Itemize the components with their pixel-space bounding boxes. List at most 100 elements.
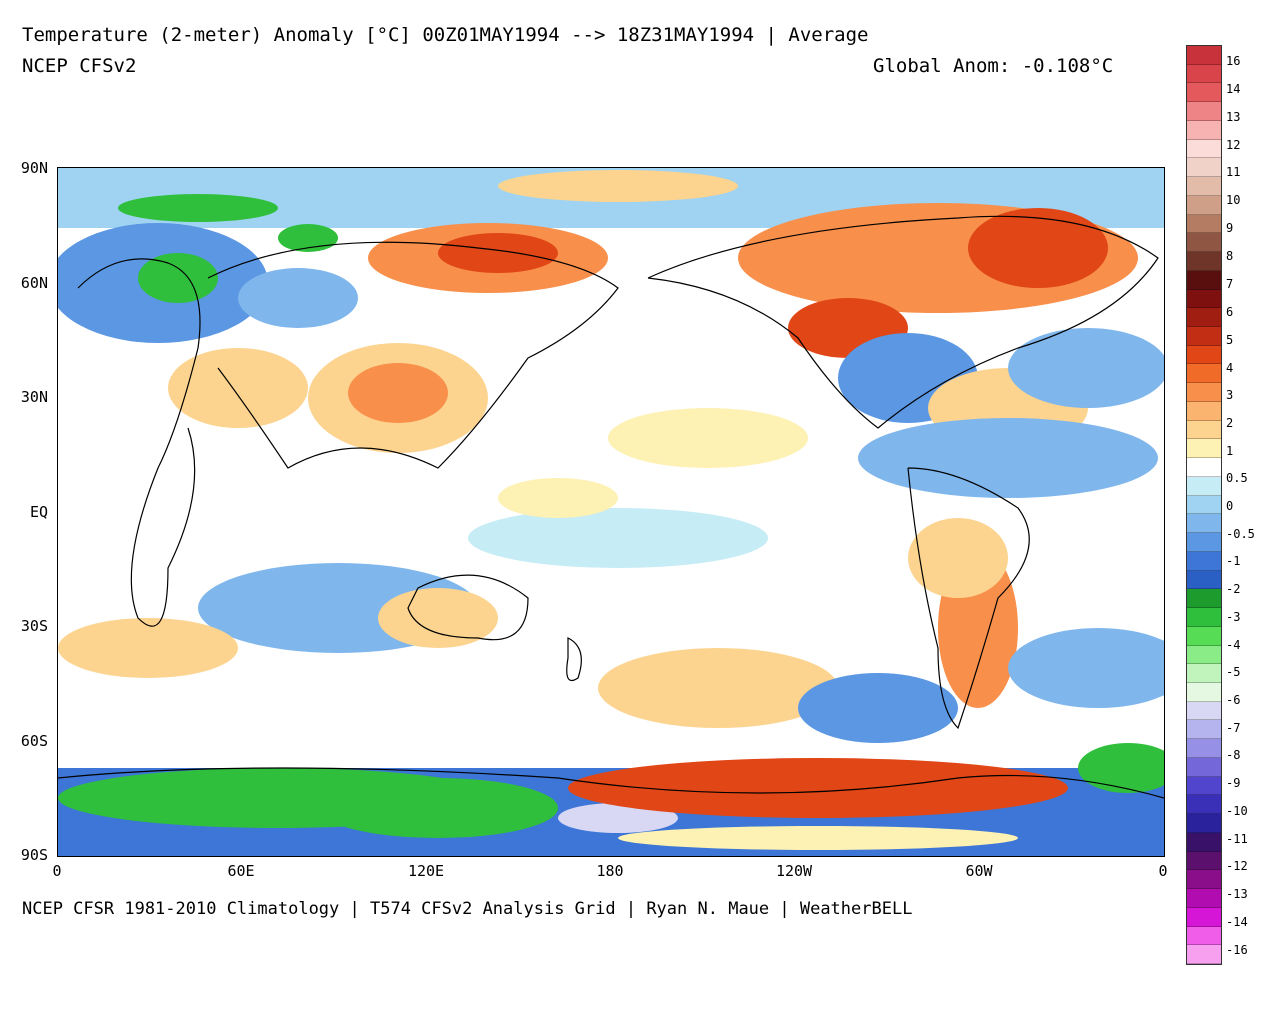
colorbar-label: 5 <box>1226 333 1234 347</box>
colorbar-label: 0.5 <box>1226 471 1248 485</box>
colorbar-label: 7 <box>1226 277 1234 291</box>
colorbar-swatch <box>1187 270 1221 290</box>
colorbar-label: 13 <box>1226 110 1241 124</box>
colorbar-swatch <box>1187 551 1221 571</box>
footer-credits: NCEP CFSR 1981-2010 Climatology | T574 C… <box>22 899 913 919</box>
lon-label-0-right: 0 <box>1158 862 1168 880</box>
colorbar-swatch <box>1187 439 1221 459</box>
colorbar-swatch <box>1187 514 1221 534</box>
colorbar-swatch <box>1187 870 1221 890</box>
lon-label-60w: 60W <box>965 862 993 880</box>
colorbar-label: 6 <box>1226 305 1234 319</box>
colorbar-label: 16 <box>1226 54 1241 68</box>
colorbar-swatch <box>1187 851 1221 871</box>
lon-label-180: 180 <box>596 862 624 880</box>
colorbar-swatch <box>1187 458 1221 477</box>
colorbar-swatch <box>1187 177 1221 196</box>
colorbar-label: 8 <box>1226 249 1234 263</box>
colorbar-label: -12 <box>1226 859 1248 873</box>
colorbar-label: -5 <box>1226 665 1241 679</box>
colorbar-swatch <box>1187 926 1221 946</box>
colorbar-swatch <box>1187 195 1221 215</box>
colorbar-label: 4 <box>1226 361 1234 375</box>
lon-label-60e: 60E <box>227 862 255 880</box>
colorbar-label: -13 <box>1226 887 1248 901</box>
colorbar-swatch <box>1187 383 1221 402</box>
colorbar-label: -3 <box>1226 610 1241 624</box>
colorbar-swatch <box>1187 327 1221 346</box>
colorbar-label: 11 <box>1226 165 1241 179</box>
colorbar-swatch <box>1187 682 1221 702</box>
colorbar-swatch <box>1187 889 1221 908</box>
model-name: NCEP CFSv2 <box>22 55 137 77</box>
lat-label-60s: 60S <box>20 732 48 750</box>
colorbar-swatch <box>1187 533 1221 552</box>
colorbar-swatch <box>1187 945 1221 964</box>
colorbar-swatch <box>1187 589 1221 609</box>
colorbar-label: -10 <box>1226 804 1248 818</box>
lon-label-120e: 120E <box>407 862 445 880</box>
colorbar-swatch <box>1187 626 1221 646</box>
colorbar-label: -9 <box>1226 776 1241 790</box>
colorbar-swatch <box>1187 739 1221 758</box>
colorbar-swatch <box>1187 795 1221 815</box>
colorbar-swatch <box>1187 289 1221 309</box>
colorbar-swatch <box>1187 64 1221 84</box>
colorbar-swatch <box>1187 720 1221 740</box>
colorbar-label: -16 <box>1226 943 1248 957</box>
lat-label-90s: 90S <box>20 846 48 864</box>
colorbar-swatch <box>1187 158 1221 178</box>
colorbar-swatch <box>1187 608 1221 627</box>
colorbar-swatch <box>1187 832 1221 852</box>
colorbar-swatch <box>1187 102 1221 121</box>
global-anomaly: Global Anom: -0.108°C <box>873 55 1114 77</box>
lat-label-30n: 30N <box>20 388 48 406</box>
colorbar-label: -2 <box>1226 582 1241 596</box>
lat-label-90n: 90N <box>20 159 48 177</box>
colorbar-label: 1 <box>1226 444 1234 458</box>
lat-label-60n: 60N <box>20 274 48 292</box>
colorbar-label: -4 <box>1226 638 1241 652</box>
colorbar-swatch <box>1187 233 1221 253</box>
colorbar-label: 14 <box>1226 82 1241 96</box>
colorbar-label: 12 <box>1226 138 1241 152</box>
colorbar-swatch <box>1187 776 1221 796</box>
colorbar-label: 2 <box>1226 416 1234 430</box>
colorbar-swatch <box>1187 308 1221 328</box>
colorbar-label: 3 <box>1226 388 1234 402</box>
colorbar <box>1186 45 1222 965</box>
colorbar-label: -11 <box>1226 832 1248 846</box>
colorbar-swatch <box>1187 364 1221 384</box>
colorbar-swatch <box>1187 495 1221 515</box>
colorbar-swatch <box>1187 476 1221 496</box>
colorbar-label: 10 <box>1226 193 1241 207</box>
colorbar-swatch <box>1187 570 1221 590</box>
lat-label-30s: 30S <box>20 617 48 635</box>
colorbar-swatch <box>1187 664 1221 683</box>
anomaly-map <box>57 167 1165 857</box>
colorbar-label: -14 <box>1226 915 1248 929</box>
colorbar-label: 0 <box>1226 499 1234 513</box>
colorbar-swatch <box>1187 757 1221 777</box>
lon-label-0: 0 <box>52 862 62 880</box>
colorbar-swatch <box>1187 46 1221 65</box>
colorbar-label: -8 <box>1226 748 1241 762</box>
colorbar-swatch <box>1187 814 1221 833</box>
colorbar-label: -0.5 <box>1226 527 1255 541</box>
lon-label-120w: 120W <box>775 862 813 880</box>
colorbar-label: 9 <box>1226 221 1234 235</box>
colorbar-swatch <box>1187 420 1221 440</box>
lat-label-eq: EQ <box>29 503 48 521</box>
colorbar-swatch <box>1187 401 1221 421</box>
colorbar-swatch <box>1187 214 1221 234</box>
colorbar-swatch <box>1187 120 1221 140</box>
colorbar-swatch <box>1187 345 1221 365</box>
anomaly-field <box>58 168 1164 856</box>
colorbar-swatch <box>1187 252 1221 271</box>
colorbar-swatch <box>1187 83 1221 103</box>
colorbar-swatch <box>1187 907 1221 927</box>
colorbar-label: -7 <box>1226 721 1241 735</box>
colorbar-swatch <box>1187 139 1221 159</box>
colorbar-label: -1 <box>1226 554 1241 568</box>
map-title: Temperature (2-meter) Anomaly [°C] 00Z01… <box>22 24 869 46</box>
